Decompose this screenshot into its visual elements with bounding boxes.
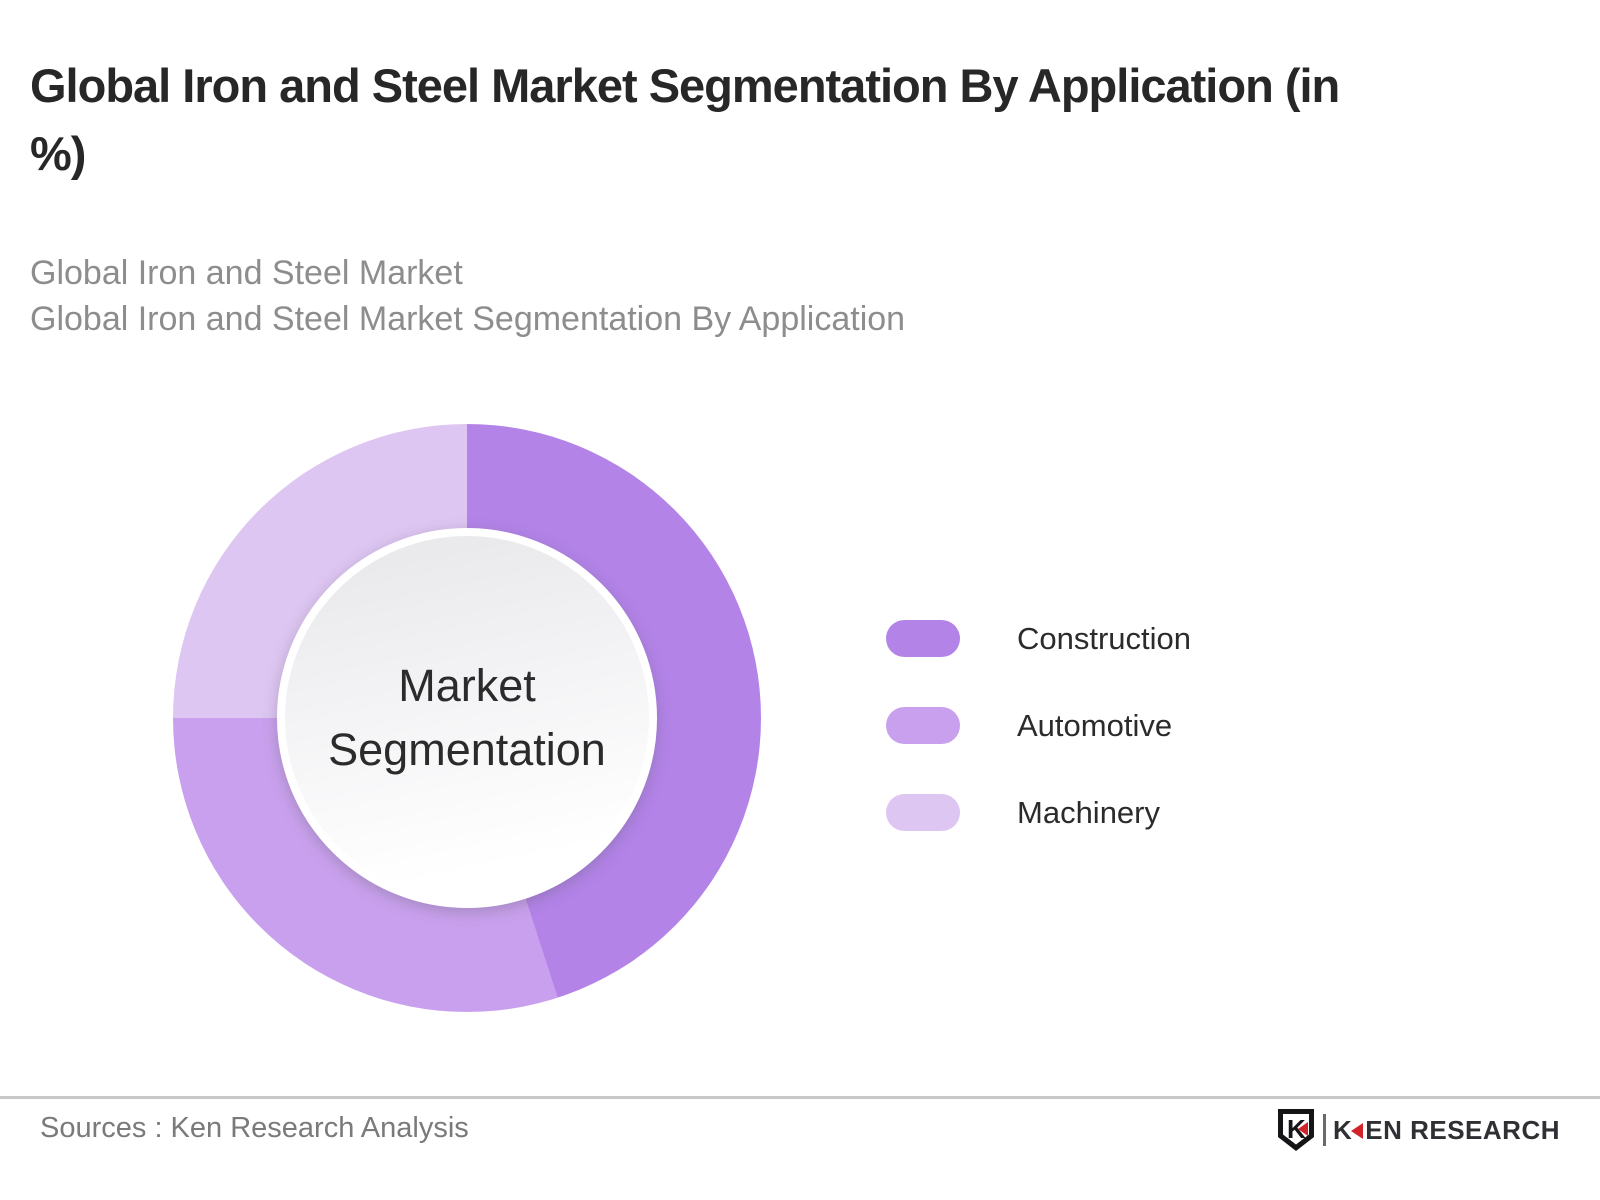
center-label-line-2: Segmentation: [328, 724, 606, 775]
subtitle: Global Iron and Steel Market Global Iron…: [30, 250, 1230, 342]
legend-label-construction: Construction: [1017, 620, 1192, 656]
page-title-line-1: Global Iron and Steel Market Segmentatio…: [30, 59, 1340, 112]
legend-item-machinery: Machinery: [886, 794, 1191, 831]
shield-red-triangle-icon: [1297, 1122, 1308, 1136]
legend-item-construction: Construction: [886, 620, 1191, 657]
subtitle-line-1: Global Iron and Steel Market: [30, 254, 463, 292]
page-title: Global Iron and Steel Market Segmentatio…: [30, 52, 1570, 188]
source-text: Sources : Ken Research Analysis: [40, 1112, 469, 1144]
donut-center: Market Segmentation: [277, 528, 657, 908]
ken-research-logo: K K EN RESEARCH: [1275, 1106, 1560, 1154]
legend-swatch-machinery: [886, 794, 960, 831]
legend-swatch-automotive: [886, 707, 960, 744]
logo-rest: EN RESEARCH: [1365, 1114, 1560, 1145]
legend-label-machinery: Machinery: [1017, 794, 1160, 830]
logo-k: K: [1332, 1114, 1353, 1145]
logo-wordmark: K EN RESEARCH: [1333, 1115, 1560, 1146]
subtitle-line-2: Global Iron and Steel Market Segmentatio…: [30, 300, 906, 338]
donut-center-label: Market Segmentation: [328, 654, 606, 782]
shield-k-icon: K: [1277, 1109, 1314, 1151]
legend-item-automotive: Automotive: [886, 707, 1191, 744]
center-label-line-1: Market: [398, 660, 536, 711]
legend-swatch-construction: [886, 620, 960, 657]
logo-divider: [1322, 1114, 1326, 1146]
footer-divider: [0, 1096, 1600, 1099]
chart-legend: Construction Automotive Machinery: [886, 620, 1191, 881]
page-title-line-2: %): [30, 127, 86, 180]
shield-letter: K: [1287, 1114, 1306, 1144]
donut-chart: Market Segmentation: [173, 424, 761, 1012]
logo-red-triangle-icon: [1351, 1123, 1364, 1139]
legend-label-automotive: Automotive: [1017, 707, 1173, 743]
